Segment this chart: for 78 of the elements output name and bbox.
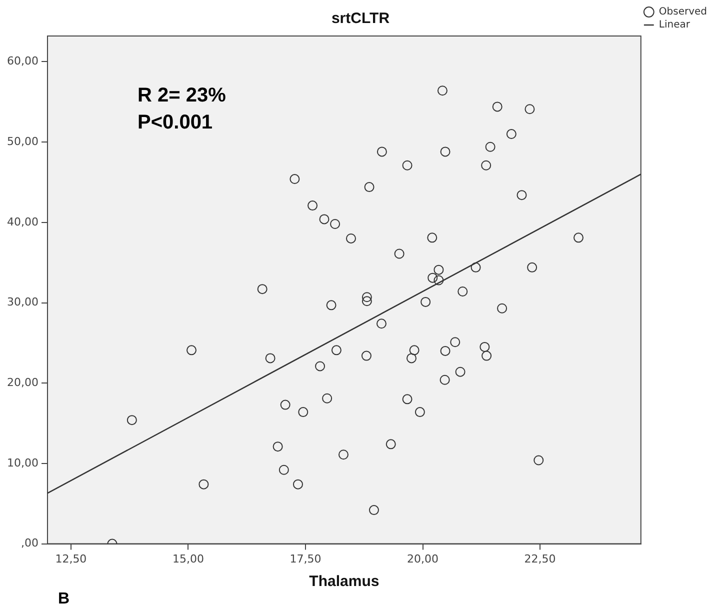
point [440, 374, 450, 385]
point [402, 160, 412, 170]
point [346, 233, 356, 244]
point [362, 292, 372, 302]
point [290, 174, 300, 184]
point [394, 248, 404, 259]
y-tick-label: ,00 [20, 536, 38, 550]
legend-label: Observed [658, 6, 708, 18]
point [315, 361, 326, 372]
point [280, 400, 290, 410]
point [322, 393, 332, 404]
point [527, 262, 538, 272]
point [186, 345, 196, 356]
point [257, 284, 268, 294]
point [497, 303, 508, 314]
point [330, 219, 340, 230]
point [298, 407, 308, 418]
point [574, 232, 584, 243]
y-tick-label: 40,00 [6, 215, 38, 228]
y-tick-label: 30,00 [6, 296, 38, 309]
point [481, 160, 492, 170]
legend-label: Linear [658, 20, 691, 31]
point [409, 345, 420, 356]
point [440, 346, 450, 356]
point [440, 146, 450, 157]
point [458, 286, 468, 297]
point [198, 479, 209, 490]
annotation: R 2= 23% [137, 84, 226, 107]
point [485, 142, 496, 152]
x-tick-label: 15,00 [172, 552, 204, 566]
y-tick-label: 20,00 [6, 376, 38, 389]
point [506, 129, 516, 140]
point [376, 318, 386, 329]
point [516, 190, 527, 200]
point [437, 86, 448, 96]
point [524, 104, 535, 114]
point [434, 264, 444, 275]
x-tick-label: 20,00 [407, 552, 439, 566]
y-tick-label: 50,00 [6, 134, 38, 148]
point [362, 296, 372, 306]
point [492, 102, 502, 112]
x-tick-label: 12,50 [55, 552, 87, 566]
point [292, 479, 303, 490]
point [406, 353, 417, 364]
point [414, 407, 425, 418]
point [386, 439, 396, 450]
point [126, 415, 137, 426]
point [319, 214, 330, 224]
x-tick-label: 17,50 [290, 552, 322, 566]
point [338, 450, 348, 460]
point [272, 442, 283, 452]
x-tick-label: 22,50 [524, 552, 556, 566]
point [361, 350, 372, 361]
point [420, 296, 431, 307]
point [265, 353, 276, 364]
point [450, 337, 460, 348]
point [278, 464, 289, 475]
point [482, 350, 492, 361]
point [470, 262, 481, 272]
chart-title: srtCLTR [331, 10, 390, 28]
annotation: P<0.001 [137, 112, 213, 134]
point [434, 275, 444, 286]
point [331, 345, 342, 356]
point [455, 366, 466, 377]
y-tick-label: 60,00 [6, 54, 38, 68]
point [402, 394, 412, 404]
point [326, 300, 336, 310]
text: B [58, 590, 70, 608]
y-tick-label: 10,00 [6, 456, 38, 470]
point [428, 272, 438, 283]
point [427, 232, 438, 243]
x-axis-title: Thalamus [309, 573, 380, 590]
point [308, 200, 318, 211]
point [534, 455, 544, 466]
point [368, 505, 379, 516]
point [480, 342, 490, 352]
point [376, 146, 387, 157]
point [364, 182, 374, 192]
